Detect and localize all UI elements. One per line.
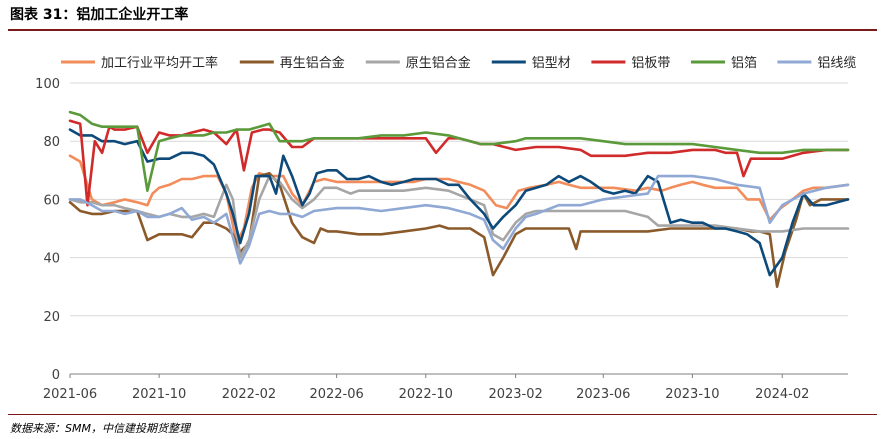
y-tick-label: 20 (43, 310, 60, 325)
legend-label-2: 原生铝合金 (406, 55, 471, 71)
x-axis: 2021-06 2021-10 2022-02 2022-06 2022-10 2023-… (43, 373, 848, 402)
x-tick-label: 2023-10 (665, 387, 719, 402)
source-divider (8, 414, 877, 415)
title-divider (8, 29, 877, 31)
grid-lines (70, 82, 848, 317)
y-tick-label: 60 (43, 193, 60, 208)
series-line-3 (68, 128, 850, 277)
x-tick-label: 2023-02 (488, 387, 542, 402)
legend-label-5: 铝箔 (731, 55, 757, 71)
legend-label-0: 加工行业平均开工率 (101, 55, 218, 71)
series-line-4 (68, 119, 850, 207)
x-tick-label: 2024-02 (755, 387, 809, 402)
x-tick-label: 2023-06 (576, 387, 630, 402)
x-tick-label: 2021-10 (132, 387, 186, 402)
series-lines (68, 110, 850, 289)
y-tick-label: 80 (43, 135, 60, 150)
legend-label-6: 铝线缆 (817, 55, 856, 71)
x-tick-label: 2022-06 (309, 387, 363, 402)
y-tick-label: 40 (43, 252, 60, 267)
x-tick-label: 2022-02 (222, 387, 276, 402)
y-tick-label: 100 (35, 77, 60, 92)
line-chart: 0 20 40 60 80 100 2021-06 2021-10 2022-02 2022-0… (35, 55, 856, 402)
y-axis: 0 20 40 60 80 100 (35, 77, 60, 383)
x-tick-label: 2021-06 (43, 387, 97, 402)
legend-label-3: 铝型材 (532, 56, 571, 71)
source-note: 数据来源：SMM，中信建投期货整理 (10, 422, 190, 435)
series-line-5 (68, 110, 850, 192)
x-tick-label: 2022-10 (399, 387, 453, 402)
series-line-6 (68, 174, 850, 265)
legend-label-1: 再生铝合金 (280, 55, 345, 71)
figure-title: 图表 31：铝加工企业开工率 (10, 7, 189, 23)
legend: 加工行业平均开工率 再生铝合金 原生铝合金 铝型材 铝板带 铝箔 铝线缆 (61, 55, 856, 71)
y-tick-label: 0 (52, 368, 60, 383)
legend-label-4: 铝板带 (631, 56, 670, 71)
